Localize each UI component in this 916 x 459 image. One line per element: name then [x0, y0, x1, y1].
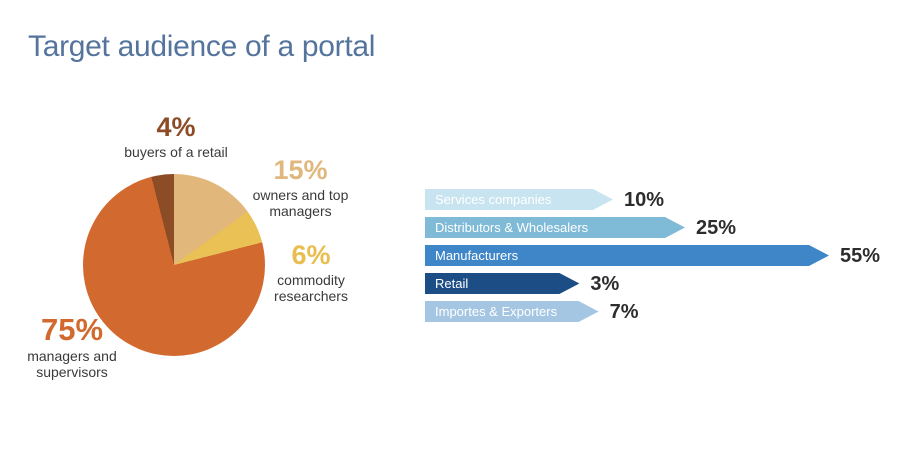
bar-row: Distributors & Wholesalers 25%	[425, 217, 880, 238]
bar-category-label: Distributors & Wholesalers	[435, 220, 589, 235]
pie-callout-buyers-of-a-retail: 4% buyers of a retail	[96, 112, 256, 161]
pie-slice-label: buyers of a retail	[124, 144, 228, 160]
bar-category-label: Manufacturers	[435, 248, 519, 263]
bar-arrow: Importes & Exporters	[425, 301, 599, 322]
pie-slice-label: commodity researchers	[274, 272, 348, 305]
bar-category-label: Retail	[435, 276, 469, 291]
bar-value-label: 7%	[609, 300, 639, 323]
bar-value-label: 10%	[624, 188, 665, 211]
bar-row: Retail 3%	[425, 273, 880, 294]
pie-value-label: 15%	[273, 155, 328, 185]
bar-value-label: 55%	[840, 244, 881, 267]
bar-arrow: Distributors & Wholesalers	[425, 217, 685, 238]
bar-row: Manufacturers 55%	[425, 245, 880, 266]
bar-category-label: Services companies	[435, 192, 552, 207]
bar-row: Services companies 10%	[425, 189, 880, 210]
pie-callout-managers-and-supervisors: 75% managers and supervisors	[12, 314, 132, 380]
bar-arrow: Retail	[425, 273, 579, 294]
bar-arrow: Manufacturers	[425, 245, 829, 266]
bar-chart: Services companies 10% Distributors & Whol…	[425, 189, 880, 322]
bar-value-label: 25%	[696, 216, 737, 239]
pie-slice-label: managers and supervisors	[27, 348, 117, 381]
page-title: Target audience of a portal	[28, 30, 376, 63]
pie-slice-label: owners and top managers	[252, 187, 349, 220]
bar-value-label: 3%	[590, 272, 620, 295]
pie-callout-owners-and-top-managers: 15% owners and top managers	[243, 155, 358, 220]
pie-value-label: 75%	[40, 312, 104, 347]
bar-category-label: Importes & Exporters	[435, 304, 558, 319]
bar-arrow: Services companies	[425, 189, 613, 210]
pie-value-label: 4%	[156, 112, 196, 142]
bar-row: Importes & Exporters 7%	[425, 301, 880, 322]
pie-callout-commodity-researchers: 6% commodity researchers	[256, 240, 366, 305]
pie-value-label: 6%	[291, 240, 331, 270]
pie-chart	[83, 174, 265, 356]
